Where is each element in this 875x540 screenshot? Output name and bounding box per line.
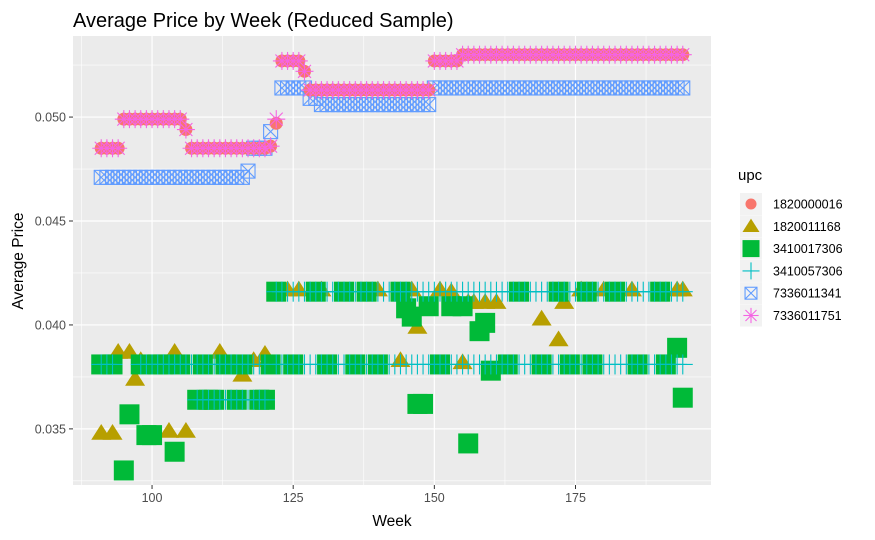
legend-label: 1820011168 xyxy=(773,220,841,234)
legend-label: 7336011751 xyxy=(773,309,842,323)
y-tick-label: 0.050 xyxy=(35,111,66,125)
data-point xyxy=(175,421,196,438)
legend-key-symbol xyxy=(744,286,758,300)
data-point xyxy=(255,139,274,158)
data-point xyxy=(240,163,256,179)
axes: 100 125 150 175 0.035 0.040 0.045 0.050 xyxy=(35,111,586,505)
data-point xyxy=(164,441,185,462)
y-tick-label: 0.035 xyxy=(35,422,66,436)
legend-item: 3410017306 xyxy=(740,237,843,260)
data-point xyxy=(289,51,308,70)
legend-label: 7336011341 xyxy=(773,287,842,301)
legend-item: 3410057306 xyxy=(740,259,843,282)
x-tick-label: 100 xyxy=(142,491,163,505)
data-point xyxy=(119,404,140,425)
chart-title: Average Price by Week (Reduced Sample) xyxy=(73,10,454,32)
legend-key-symbol xyxy=(742,240,760,258)
plot-background xyxy=(73,36,711,485)
data-point xyxy=(401,306,422,327)
legend: upc 1820000016 1820011168 3410017306 341005… xyxy=(738,167,843,327)
legend-label: 3410057306 xyxy=(773,264,843,278)
data-point xyxy=(109,139,128,158)
plot-panel xyxy=(73,36,711,485)
x-tick-label: 150 xyxy=(424,491,445,505)
legend-title: upc xyxy=(738,167,763,184)
data-point xyxy=(267,110,286,129)
legend-key-symbol xyxy=(743,307,759,324)
data-point xyxy=(475,312,496,333)
data-point xyxy=(667,337,688,358)
legend-key-symbol xyxy=(745,198,757,210)
data-point xyxy=(125,369,146,386)
x-tick-label: 125 xyxy=(283,491,304,505)
legend-items: 1820000016 1820011168 3410017306 3410057306… xyxy=(740,193,843,327)
legend-label: 3410017306 xyxy=(773,242,843,256)
data-points xyxy=(91,45,693,481)
x-axis-label: Week xyxy=(372,513,412,530)
data-point xyxy=(254,389,275,410)
data-point xyxy=(452,296,473,317)
data-point xyxy=(672,387,693,408)
data-point xyxy=(673,45,692,64)
legend-key-symbol xyxy=(742,218,760,233)
data-point xyxy=(261,137,280,156)
y-tick-label: 0.040 xyxy=(35,318,66,332)
data-point xyxy=(418,296,439,317)
x-tick-label: 175 xyxy=(565,491,586,505)
data-point xyxy=(171,110,190,129)
data-point xyxy=(458,433,479,454)
data-point xyxy=(176,120,195,139)
data-point xyxy=(672,354,693,375)
series-3410057306 xyxy=(91,281,693,410)
data-point xyxy=(142,425,163,446)
legend-item: 7336011341 xyxy=(740,282,842,305)
data-point xyxy=(531,309,552,326)
data-point xyxy=(102,424,123,440)
legend-item: 1820011168 xyxy=(740,215,841,238)
data-point xyxy=(413,393,434,414)
data-point xyxy=(295,62,314,81)
legend-item: 1820000016 xyxy=(740,193,843,215)
data-point xyxy=(675,80,691,96)
y-axis-label: Average Price xyxy=(10,212,27,309)
legend-label: 1820000016 xyxy=(773,198,843,212)
data-point xyxy=(113,460,134,481)
data-point xyxy=(672,281,693,302)
series-3410017306 xyxy=(91,281,693,481)
data-point xyxy=(419,81,438,100)
data-point xyxy=(548,330,569,347)
legend-item: 7336011751 xyxy=(740,304,842,327)
y-tick-label: 0.045 xyxy=(35,215,66,229)
series-7336011751 xyxy=(92,45,692,158)
legend-key-symbol xyxy=(742,262,760,280)
data-point xyxy=(102,354,123,375)
data-point xyxy=(158,421,179,438)
